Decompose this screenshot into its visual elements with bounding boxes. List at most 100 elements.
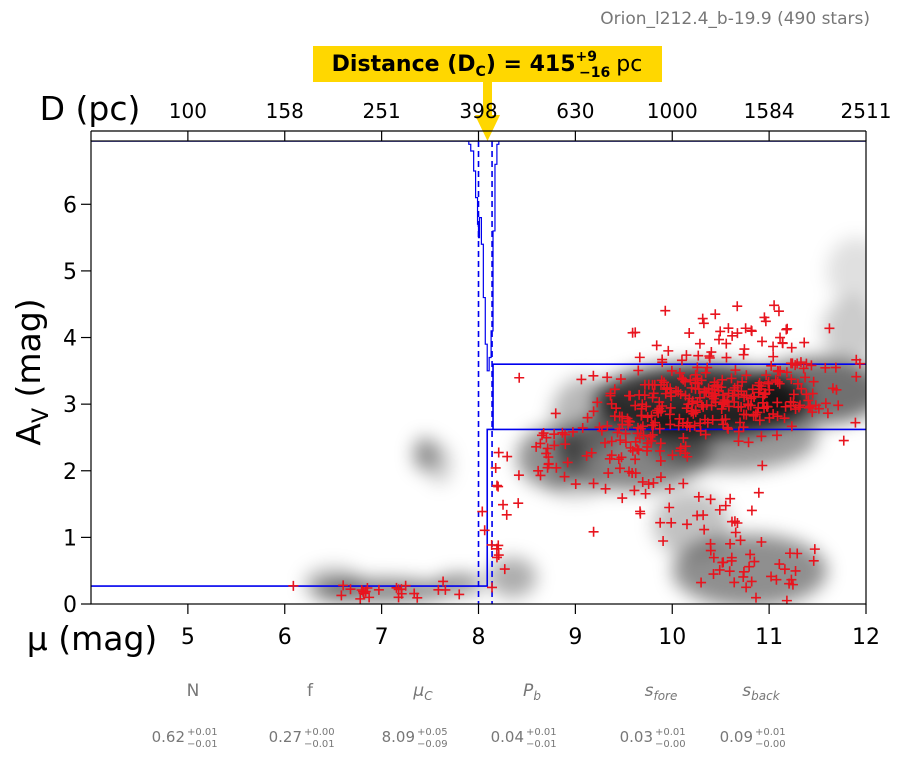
param-err-plus: +0.01 bbox=[526, 727, 557, 738]
star-marker bbox=[549, 440, 560, 451]
star-marker bbox=[513, 470, 524, 481]
star-marker bbox=[560, 439, 571, 450]
star-marker bbox=[754, 415, 765, 426]
star-marker bbox=[757, 336, 768, 347]
x-axis-label: μ (mag) bbox=[27, 619, 158, 658]
top-axis-label: D (pc) bbox=[40, 89, 141, 128]
banner-unit: pc bbox=[616, 52, 642, 77]
x-axis: 5 6 7 8 9 10 11 12 bbox=[181, 604, 880, 650]
star-marker bbox=[799, 337, 810, 348]
star-marker bbox=[678, 433, 689, 444]
star-marker bbox=[737, 376, 748, 387]
star-marker bbox=[655, 472, 666, 483]
star-marker bbox=[687, 396, 698, 407]
star-marker bbox=[773, 306, 784, 317]
star-marker bbox=[801, 389, 812, 400]
star-marker bbox=[805, 401, 816, 412]
top-tick-label: 2511 bbox=[841, 99, 892, 123]
star-marker bbox=[338, 580, 349, 591]
star-marker bbox=[792, 378, 803, 389]
star-marker bbox=[762, 401, 773, 412]
star-marker bbox=[393, 592, 404, 603]
star-marker bbox=[850, 417, 861, 428]
star-marker bbox=[592, 397, 603, 408]
star-marker bbox=[703, 383, 714, 394]
star-marker bbox=[655, 455, 666, 466]
star-marker bbox=[733, 436, 744, 447]
star-marker bbox=[654, 445, 665, 456]
star-marker bbox=[288, 580, 299, 591]
star-marker bbox=[741, 582, 752, 593]
star-marker bbox=[692, 373, 703, 384]
star-marker bbox=[396, 584, 407, 595]
star-marker bbox=[440, 584, 451, 595]
star-marker bbox=[664, 502, 675, 513]
star-marker bbox=[487, 582, 498, 593]
star-marker bbox=[612, 427, 623, 438]
star-marker bbox=[760, 316, 771, 327]
star-marker bbox=[743, 437, 754, 448]
top-tick-label: 100 bbox=[169, 99, 207, 123]
star-marker bbox=[675, 443, 686, 454]
star-marker bbox=[702, 362, 713, 373]
star-marker bbox=[808, 555, 819, 566]
star-marker bbox=[648, 388, 659, 399]
star-marker bbox=[614, 463, 625, 474]
star-marker bbox=[581, 450, 592, 461]
star-marker bbox=[615, 374, 626, 385]
star-marker bbox=[611, 403, 622, 414]
star-marker bbox=[710, 309, 721, 320]
star-marker bbox=[454, 589, 465, 600]
star-marker bbox=[772, 397, 783, 408]
star-marker bbox=[502, 451, 513, 462]
y-tick-label: 0 bbox=[63, 593, 77, 618]
param-err-plus: +0.00 bbox=[304, 727, 335, 738]
star-marker bbox=[535, 470, 546, 481]
star-marker bbox=[782, 323, 793, 334]
star-marker bbox=[636, 410, 647, 421]
density-blob bbox=[827, 237, 866, 305]
star-marker bbox=[479, 525, 490, 536]
star-marker bbox=[824, 323, 835, 334]
star-marker bbox=[756, 431, 767, 442]
star-marker bbox=[730, 527, 741, 538]
star-markers bbox=[288, 300, 865, 604]
top-tick-label: 251 bbox=[363, 99, 401, 123]
star-marker bbox=[602, 372, 613, 383]
star-marker bbox=[798, 363, 809, 374]
star-marker bbox=[696, 577, 707, 588]
star-marker bbox=[625, 390, 636, 401]
star-marker bbox=[627, 445, 638, 456]
star-marker bbox=[726, 552, 737, 563]
star-marker bbox=[493, 447, 504, 458]
param-value: 0.62 bbox=[152, 728, 185, 746]
star-marker bbox=[549, 429, 560, 440]
star-marker bbox=[617, 493, 628, 504]
star-marker bbox=[732, 328, 743, 339]
star-marker bbox=[674, 368, 685, 379]
star-marker bbox=[827, 383, 838, 394]
star-marker bbox=[666, 365, 677, 376]
star-marker bbox=[730, 365, 741, 376]
star-marker bbox=[723, 388, 734, 399]
star-marker bbox=[635, 506, 646, 517]
star-marker bbox=[772, 411, 783, 422]
star-marker bbox=[720, 500, 731, 511]
star-marker bbox=[820, 362, 831, 373]
star-marker bbox=[722, 422, 733, 433]
star-marker bbox=[695, 425, 706, 436]
star-marker bbox=[729, 385, 740, 396]
star-marker bbox=[833, 400, 844, 411]
star-marker bbox=[493, 481, 504, 492]
star-marker bbox=[355, 593, 366, 604]
star-marker bbox=[620, 437, 631, 448]
star-marker bbox=[787, 579, 798, 590]
star-marker bbox=[786, 374, 797, 385]
y-axis-label-main: A bbox=[9, 423, 48, 446]
star-marker bbox=[667, 450, 678, 461]
star-marker bbox=[744, 561, 755, 572]
star-marker bbox=[498, 499, 509, 510]
star-marker bbox=[746, 576, 757, 587]
star-marker bbox=[740, 323, 751, 334]
star-marker bbox=[741, 390, 752, 401]
